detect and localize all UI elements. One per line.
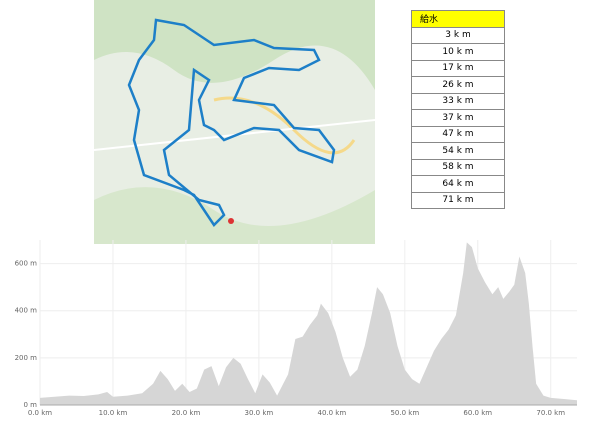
table-cell: 10 k m (411, 43, 505, 61)
y-tick-label: 0 m (24, 401, 38, 409)
map (94, 0, 375, 244)
table-cell: 3 k m (411, 26, 505, 44)
table-cell: 54 k m (411, 142, 505, 160)
x-tick-label: 50.0 km (390, 409, 419, 417)
table-cell: 47 k m (411, 125, 505, 143)
table-cell: 33 k m (411, 92, 505, 110)
table-cell: 17 k m (411, 59, 505, 77)
table-cell: 64 k m (411, 175, 505, 193)
table-cell: 37 k m (411, 109, 505, 127)
table-cell: 58 k m (411, 158, 505, 176)
forest-area (94, 187, 375, 244)
water-table: 給水 3 k m 10 k m 17 k m 26 k m 33 k m 37 k m 47… (411, 10, 505, 209)
road (213, 96, 356, 155)
y-tick-label: 600 m (15, 260, 38, 268)
x-tick-label: 30.0 km (245, 409, 274, 417)
y-tick-label: 200 m (15, 354, 38, 362)
elevation-area (40, 242, 577, 405)
elevation-chart: 0 m 200 m 400 m 600 m 0.0 km 10.0 km 20.0 km 30… (15, 240, 577, 417)
x-tick-label: 10.0 km (99, 409, 128, 417)
marker (228, 218, 234, 224)
x-tick-label: 60.0 km (463, 409, 492, 417)
x-tick-label: 20.0 km (172, 409, 201, 417)
table-cell: 26 k m (411, 76, 505, 94)
x-tick-label: 40.0 km (318, 409, 347, 417)
x-tick-label: 0.0 km (28, 409, 52, 417)
y-tick-label: 400 m (15, 307, 38, 315)
x-tick-label: 70.0 km (536, 409, 565, 417)
route (127, 18, 336, 227)
table-cell: 71 k m (411, 191, 505, 209)
table-header: 給水 (411, 10, 505, 28)
